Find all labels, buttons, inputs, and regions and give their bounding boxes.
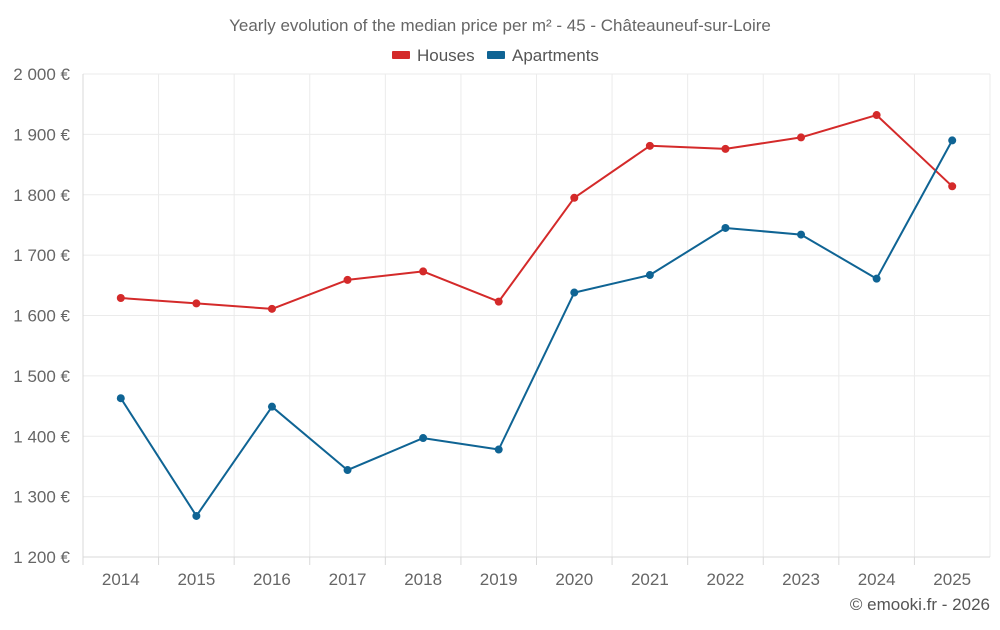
x-tick-label: 2016 [253,570,291,589]
data-point-houses-2019[interactable] [494,297,503,306]
data-point-houses-2018[interactable] [419,267,428,276]
chart-legend: Houses Apartments [392,46,599,65]
data-point-houses-2017[interactable] [343,275,352,284]
data-point-apartments-2016[interactable] [267,402,276,411]
grid [82,73,991,557]
data-point-apartments-2022[interactable] [721,223,730,232]
data-point-houses-2015[interactable] [192,299,201,308]
data-point-apartments-2024[interactable] [872,274,881,283]
y-tick-label: 2 000 € [13,65,70,84]
credit-text: © emooki.fr - 2026 [850,595,990,614]
data-point-apartments-2015[interactable] [192,511,201,520]
data-point-houses-2022[interactable] [721,144,730,153]
y-tick-label: 1 700 € [13,246,70,265]
legend-swatch-houses [392,51,410,59]
data-point-apartments-2021[interactable] [645,271,654,280]
x-tick-label: 2019 [480,570,518,589]
y-tick-label: 1 400 € [13,427,70,446]
data-point-houses-2014[interactable] [116,293,125,302]
legend-label-houses: Houses [417,46,475,65]
legend-item-houses[interactable]: Houses [392,46,475,65]
x-tick-label: 2023 [782,570,820,589]
y-tick-label: 1 200 € [13,548,70,567]
y-tick-label: 1 800 € [13,186,70,205]
data-point-apartments-2018[interactable] [419,434,428,443]
y-tick-label: 1 900 € [13,125,70,144]
data-point-houses-2024[interactable] [872,111,881,120]
axes: 1 200 € 1 300 € 1 400 € 1 500 € 1 600 € 1 700… [13,65,990,589]
y-tick-label: 1 600 € [13,307,70,326]
x-tick-label: 2018 [404,570,442,589]
data-point-houses-2016[interactable] [267,304,276,313]
series-line-houses [120,114,953,310]
series-line-apartments [119,139,954,517]
data-point-houses-2025[interactable] [948,182,957,191]
legend-item-apartments[interactable]: Apartments [487,46,599,65]
data-point-apartments-2020[interactable] [570,288,579,297]
data-point-apartments-2023[interactable] [797,230,806,239]
chart-title: Yearly evolution of the median price per… [229,16,771,35]
data-point-apartments-2025[interactable] [948,136,957,145]
y-tick-label: 1 500 € [13,367,70,386]
x-tick-label: 2024 [858,570,896,589]
data-point-houses-2020[interactable] [570,193,579,202]
x-tick-label: 2017 [329,570,367,589]
x-tick-label: 2022 [707,570,745,589]
data-point-apartments-2014[interactable] [116,394,125,403]
legend-swatch-apartments [487,51,505,59]
x-tick-label: 2025 [933,570,971,589]
x-tick-label: 2021 [631,570,669,589]
y-tick-label: 1 300 € [13,488,70,507]
data-point-houses-2021[interactable] [645,141,654,150]
x-tick-label: 2014 [102,570,140,589]
data-point-apartments-2017[interactable] [343,466,352,475]
data-point-apartments-2019[interactable] [494,445,503,454]
x-tick-label: 2015 [177,570,215,589]
legend-label-apartments: Apartments [512,46,599,65]
x-tick-label: 2020 [555,570,593,589]
series [116,111,957,520]
data-point-houses-2023[interactable] [797,133,806,142]
